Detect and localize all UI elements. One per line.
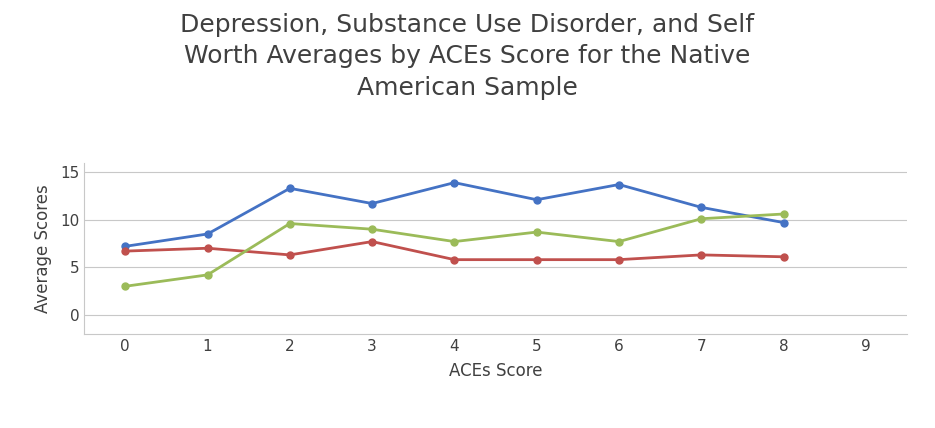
Self-Worth xyxy=(531,257,542,262)
Self-Worth xyxy=(613,257,625,262)
Substance Use Disorder xyxy=(449,239,460,244)
PHQ-9 Average xyxy=(613,182,625,187)
PHQ-9 Average xyxy=(367,201,378,206)
Line: Self-Worth: Self-Worth xyxy=(122,238,787,263)
Y-axis label: Average Scores: Average Scores xyxy=(34,184,51,312)
PHQ-9 Average xyxy=(449,180,460,185)
Line: Substance Use Disorder: Substance Use Disorder xyxy=(122,211,787,290)
PHQ-9 Average xyxy=(531,197,542,202)
Self-Worth xyxy=(696,253,707,258)
Self-Worth xyxy=(449,257,460,262)
Substance Use Disorder xyxy=(120,284,131,289)
Substance Use Disorder xyxy=(202,272,213,277)
Substance Use Disorder xyxy=(696,216,707,221)
Text: Depression, Substance Use Disorder, and Self
Worth Averages by ACEs Score for th: Depression, Substance Use Disorder, and … xyxy=(180,13,755,100)
PHQ-9 Average xyxy=(696,205,707,210)
Self-Worth xyxy=(284,253,295,258)
Substance Use Disorder xyxy=(613,239,625,244)
Self-Worth xyxy=(120,249,131,254)
PHQ-9 Average xyxy=(120,244,131,249)
Legend: PHQ-9 Average, Self-Worth, Substance Use Disorder: PHQ-9 Average, Self-Worth, Substance Use… xyxy=(160,422,749,428)
Substance Use Disorder xyxy=(367,227,378,232)
Self-Worth xyxy=(367,239,378,244)
Self-Worth xyxy=(778,254,789,259)
Line: PHQ-9 Average: PHQ-9 Average xyxy=(122,179,787,250)
Self-Worth xyxy=(202,246,213,251)
PHQ-9 Average xyxy=(778,220,789,225)
X-axis label: ACEs Score: ACEs Score xyxy=(449,362,542,380)
Substance Use Disorder xyxy=(531,229,542,235)
PHQ-9 Average xyxy=(284,186,295,191)
Substance Use Disorder xyxy=(778,211,789,217)
Substance Use Disorder xyxy=(284,221,295,226)
PHQ-9 Average xyxy=(202,232,213,237)
